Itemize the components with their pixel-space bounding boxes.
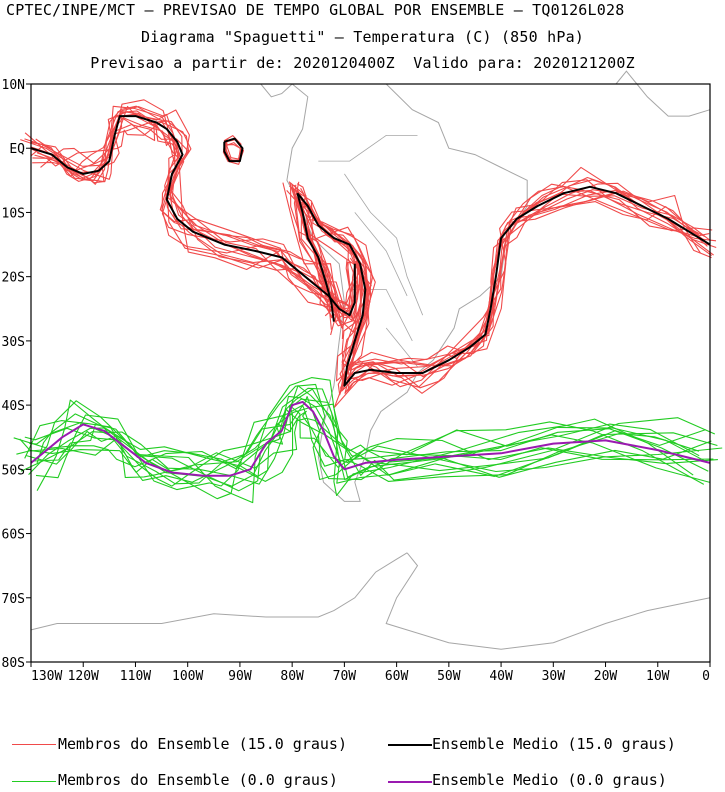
country-border [344,173,424,316]
coastline [239,83,293,98]
x-tick-label: 70W [333,669,357,684]
ensemble-member-line [223,135,242,161]
x-tick-label: 90W [228,669,252,684]
x-tick-label: 60W [385,669,409,684]
legend-line-member0 [12,781,56,782]
x-tick-label: 80W [280,669,304,684]
coastlines [30,70,711,650]
legend-label-mean0: Ensemble Medio (0.0 graus) [432,771,667,789]
legend-line-mean15 [388,744,432,746]
ensemble-member-line [28,395,709,487]
plot-frame [30,83,711,663]
y-tick-label: 20S [2,271,25,286]
ensemble-mean-15-line [30,115,356,317]
ensemble-member-line [35,377,694,504]
coastline [286,83,528,502]
ensemble-member-line [296,183,705,394]
ensemble-member-line [289,185,700,389]
ensemble-member-line [297,188,343,328]
x-tick-label: 20W [594,669,618,684]
ensemble-member-line [288,181,339,336]
coastline [615,70,711,117]
ensemble-mean-15-line [223,137,244,163]
x-tick-label: 120W [68,669,99,684]
x-tick-label: 0 [702,669,710,684]
members-15-group [20,99,717,408]
x-tick-label: 10W [646,669,670,684]
ensemble-member-line [25,388,700,482]
ensemble-member-line [35,396,711,491]
ensemble-mean-0-line [30,400,711,477]
country-border [354,212,408,297]
ensemble-member-line [24,113,359,321]
ensemble-member-line [35,99,352,318]
ensemble-member-line [19,417,718,473]
chart-title: CPTEC/INPE/MCT – PREVISAO DE TEMPO GLOBA… [6,1,625,19]
y-tick-label: 70S [2,592,25,607]
country-border [318,135,418,162]
legend-label-member0: Membros do Ensemble (0.0 graus) [58,771,338,789]
coastline [30,552,408,631]
legend-line-member15 [12,744,56,745]
y-tick-label: 10S [2,206,25,221]
ensemble-member-line [306,186,713,392]
members-0-group [13,377,723,504]
ensemble-member-line [282,182,339,317]
ensemble-member-line [297,190,706,384]
ensemble-member-line [36,383,705,500]
legend-line-mean0 [388,781,432,783]
y-tick-label: 60S [2,528,25,543]
x-tick-label: 110W [120,669,151,684]
legend-label-member15: Membros do Ensemble (15.0 graus) [58,735,347,753]
ensemble-member-line [289,182,706,388]
legend-label-mean15: Ensemble Medio (15.0 graus) [432,735,676,753]
y-tick-label: 10N [2,78,25,93]
x-tick-label: 50W [437,669,461,684]
ensemble-member-line [40,122,361,328]
y-tick-label: EQ [9,142,25,157]
ensemble-member-line [300,187,711,379]
ensemble-member-line [290,184,345,340]
country-border [385,327,418,367]
y-tick-label: 50S [2,463,25,478]
ensemble-mean-15-line [296,185,711,387]
x-axis-ticks: 130W 120W 110W 100W 90W 80W 70W 60W 50W 40W 30W 20W… [30,662,711,684]
ensemble-mean-15-line [296,192,335,322]
coastline [385,552,711,650]
x-tick-label: 100W [172,669,203,684]
ensemble-member-line [34,117,354,312]
chart-subtitle: Diagrama "Spaguetti" – Temperatura (C) (… [140,28,585,46]
x-tick-label: 30W [542,669,566,684]
y-axis-ticks: 10N EQ 10S 20S 30S 40S 50S 60S 70S 80S [2,78,31,671]
means-group [30,115,711,477]
y-tick-label: 80S [2,656,25,671]
ensemble-member-line [32,116,361,314]
ensemble-member-line [294,184,701,388]
y-tick-label: 40S [2,399,25,414]
y-tick-label: 30S [2,335,25,350]
chart-validity: Previsao a partir de: 2020120400Z Valido… [90,54,635,72]
ensemble-member-line [286,190,344,311]
x-tick-label: 130W [31,669,62,684]
x-tick-label: 40W [489,669,513,684]
